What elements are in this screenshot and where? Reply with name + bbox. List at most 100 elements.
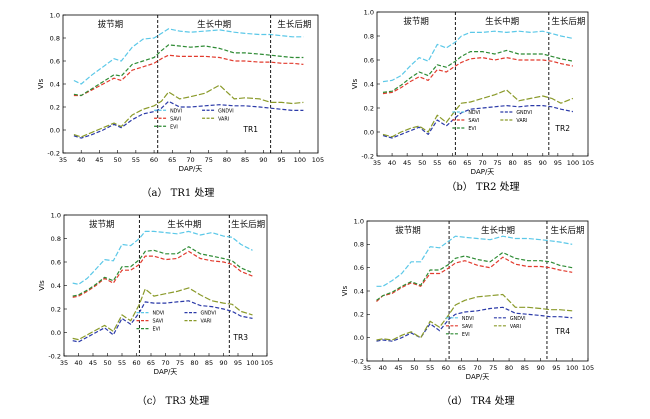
chart-panel-2: 35 40 45 50 55 60 65 70 75 80 85 90 95 100 105 -0.2 0.0 0…: [351, 8, 594, 193]
x-axis-label: DAP/天: [466, 373, 490, 381]
series-line-gndvi: [376, 306, 573, 342]
x-tick-label: 60: [132, 359, 140, 367]
stage-label: 生长中期: [481, 225, 515, 236]
x-tick-label: 105: [261, 359, 273, 367]
x-tick-label: 75: [489, 364, 497, 372]
x-tick-label: 100: [566, 364, 578, 372]
legend-label-gndvi: GNDVI: [201, 311, 217, 317]
y-tick-label: 0.0: [364, 128, 374, 136]
y-tick-label: 0.6: [50, 57, 60, 65]
x-tick-label: 105: [582, 364, 594, 372]
y-axis-label: VIs: [351, 78, 359, 89]
stage-label: 拔节期: [98, 19, 124, 30]
x-tick-label: 55: [132, 156, 140, 164]
series-line-ndvi: [376, 235, 573, 287]
y-tick-label: -0.2: [48, 352, 61, 360]
x-tick-label: 100: [294, 156, 306, 164]
y-tick-label: 0.0: [354, 334, 364, 342]
y-tick-label: 0.4: [51, 282, 61, 290]
legend-label-evi: EVI: [170, 124, 178, 130]
plot-frame: [366, 220, 589, 362]
y-tick-label: -0.2: [351, 357, 364, 365]
y-tick-label: 0.8: [50, 34, 60, 42]
x-tick-label: 80: [509, 159, 517, 167]
x-tick-label: 100: [567, 159, 579, 167]
x-tick-label: 85: [205, 359, 213, 367]
series-line-gndvi: [73, 100, 304, 139]
legend-label-vari: VARI: [516, 118, 527, 124]
y-tick-label: 0.8: [364, 32, 374, 40]
y-tick-label: 1.0: [364, 8, 374, 16]
x-tick-label: 45: [403, 159, 411, 167]
y-tick-label: 0.6: [364, 56, 374, 64]
stage-label: 拔节期: [89, 219, 115, 230]
x-tick-label: 70: [478, 159, 486, 167]
x-tick-label: 40: [388, 159, 396, 167]
stage-label: 生长后期: [231, 219, 265, 230]
series-line-savi: [73, 54, 304, 97]
x-tick-label: 45: [95, 156, 103, 164]
x-tick-label: 80: [505, 364, 513, 372]
series-line-ndvi: [72, 230, 253, 285]
y-axis-label: VIs: [38, 280, 46, 291]
stage-label: 拔节期: [403, 16, 429, 27]
series-line-evi: [382, 49, 574, 93]
y-tick-label: -0.2: [47, 149, 60, 157]
series-line-gndvi: [72, 300, 253, 343]
panel-caption: （a） TR1 处理: [142, 187, 215, 199]
x-tick-label: 50: [103, 359, 111, 367]
y-axis-label: VIs: [341, 285, 349, 296]
x-tick-label: 100: [246, 359, 258, 367]
legend-label-vari: VARI: [201, 319, 212, 325]
x-tick-label: 90: [537, 364, 545, 372]
x-tick-label: 50: [418, 159, 426, 167]
x-tick-label: 85: [524, 159, 532, 167]
series-line-vari: [73, 84, 304, 138]
x-tick-label: 105: [582, 159, 594, 167]
x-tick-label: 80: [223, 156, 231, 164]
series-line-ndvi: [382, 30, 574, 83]
x-tick-label: 70: [186, 156, 194, 164]
chart-panel-3: 35 40 45 50 55 60 65 70 75 80 85 90 95 100 105 -0.2 0.0 0…: [38, 211, 273, 407]
legend-label-gndvi: GNDVI: [510, 316, 526, 322]
y-tick-label: 1.0: [50, 11, 60, 19]
x-tick-label: 95: [277, 156, 285, 164]
x-tick-label: 45: [394, 364, 402, 372]
x-tick-label: 60: [448, 159, 456, 167]
x-axis-label: DAP/天: [471, 168, 495, 176]
x-tick-label: 35: [60, 359, 68, 367]
x-tick-label: 65: [463, 159, 471, 167]
legend-label-ndvi: NDVI: [170, 108, 182, 114]
x-tick-label: 35: [373, 159, 381, 167]
y-tick-label: 0.2: [354, 311, 364, 319]
x-tick-label: 90: [539, 159, 547, 167]
legend-label-vari: VARI: [510, 324, 521, 330]
legend-label-ndvi: NDVI: [153, 311, 165, 317]
y-tick-label: 0.6: [51, 258, 61, 266]
panel-caption: （c） TR3 处理: [137, 395, 210, 407]
y-tick-label: 0.2: [50, 103, 60, 111]
treatment-label: TR2: [554, 124, 570, 133]
series-line-ndvi: [73, 28, 304, 85]
y-tick-label: -0.2: [361, 152, 374, 160]
legend-label-evi: EVI: [468, 126, 476, 132]
x-tick-label: 45: [89, 359, 97, 367]
legend-label-savi: SAVI: [462, 324, 473, 330]
legend-label-savi: SAVI: [170, 116, 181, 122]
x-tick-label: 85: [241, 156, 249, 164]
y-tick-label: 0.0: [50, 126, 60, 134]
x-tick-label: 70: [473, 364, 481, 372]
x-tick-label: 55: [433, 159, 441, 167]
series-line-vari: [72, 287, 253, 341]
series-line-gndvi: [382, 104, 574, 139]
x-tick-label: 75: [205, 156, 213, 164]
treatment-label: TR4: [554, 327, 570, 336]
x-tick-label: 40: [74, 359, 82, 367]
legend-label-evi: EVI: [153, 327, 161, 333]
series-line-savi: [376, 256, 573, 302]
stage-label: 生长后期: [277, 19, 311, 30]
panel-caption: （d） TR4 处理: [441, 395, 514, 407]
series-line-vari: [376, 293, 573, 341]
x-tick-label: 50: [410, 364, 418, 372]
